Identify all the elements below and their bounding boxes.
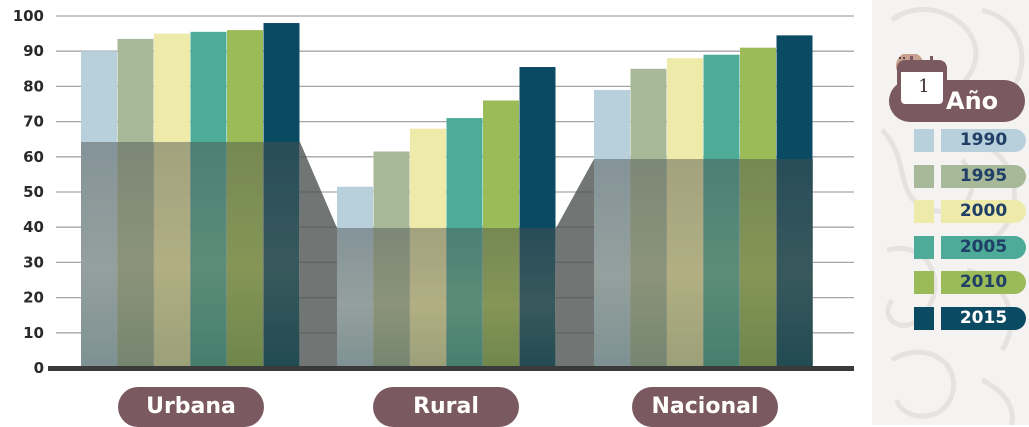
y-tick-label: 40 (23, 218, 44, 236)
y-tick-label: 90 (23, 42, 44, 60)
legend-label: 1990 (941, 129, 1026, 152)
x-axis-line (48, 366, 854, 371)
legend-item-1995: 1995 (914, 164, 1026, 188)
y-axis-ticks: 0 10 20 30 40 50 60 70 80 90 100 (13, 7, 44, 377)
photo-tint (337, 228, 373, 368)
legend-item-2015: 2015 (914, 306, 1026, 330)
legend-swatch (914, 129, 934, 152)
legend-label: 2005 (941, 235, 1026, 259)
photo-tint (190, 142, 227, 368)
photo-overlay (81, 142, 813, 368)
calendar-icon (896, 54, 947, 108)
photo-tint (630, 159, 667, 368)
photo-tint (703, 159, 740, 368)
photo-tint (227, 142, 263, 368)
photo-tint (483, 228, 519, 368)
photo-tint (373, 228, 410, 368)
legend-item-2005: 2005 (914, 235, 1026, 259)
legend-label: 1995 (941, 164, 1026, 188)
legend-swatch (914, 235, 934, 259)
photo-tint (519, 228, 556, 368)
category-label-nacional: Nacional (632, 387, 778, 427)
legend-label: 2000 (941, 200, 1026, 223)
y-tick-label: 50 (23, 183, 44, 201)
photo-tint (263, 142, 300, 368)
photo-tint (667, 159, 703, 368)
y-tick-label: 70 (23, 113, 44, 131)
calendar-day-number: 1 (918, 76, 930, 97)
photo-connector (300, 142, 337, 368)
legend-item-2010: 2010 (914, 271, 1026, 294)
photo-tint (81, 142, 117, 368)
photo-tint (776, 159, 813, 368)
photo-overlay-urbana (81, 142, 300, 368)
legend-swatch (914, 306, 934, 330)
y-tick-label: 0 (34, 359, 44, 377)
y-tick-label: 10 (23, 324, 44, 342)
photo-tint (594, 159, 630, 368)
legend-label: 2010 (941, 271, 1026, 294)
category-label-urbana: Urbana (118, 387, 264, 427)
y-tick-label: 80 (23, 77, 44, 95)
legend-label: 2015 (941, 306, 1026, 330)
chart-area: 0 10 20 30 40 50 60 70 80 90 100 (13, 7, 854, 377)
photo-overlay-nacional (594, 159, 813, 368)
category-label-rural: Rural (373, 387, 519, 427)
photo-tint (154, 142, 190, 368)
y-tick-label: 100 (13, 7, 44, 25)
legend-item-1990: 1990 (914, 129, 1026, 152)
legend-swatch (914, 164, 934, 188)
photo-connector (556, 159, 594, 368)
y-tick-label: 30 (23, 253, 44, 271)
photo-overlay-rural (337, 228, 556, 368)
y-tick-label: 20 (23, 289, 44, 307)
legend-title: Año (946, 87, 999, 115)
photo-tint (740, 159, 776, 368)
legend-item-2000: 2000 (914, 200, 1026, 223)
photo-tint (117, 142, 154, 368)
photo-tint (446, 228, 483, 368)
legend-swatch (914, 271, 934, 294)
legend-swatch (914, 200, 934, 223)
y-tick-label: 60 (23, 148, 44, 166)
photo-tint (410, 228, 446, 368)
